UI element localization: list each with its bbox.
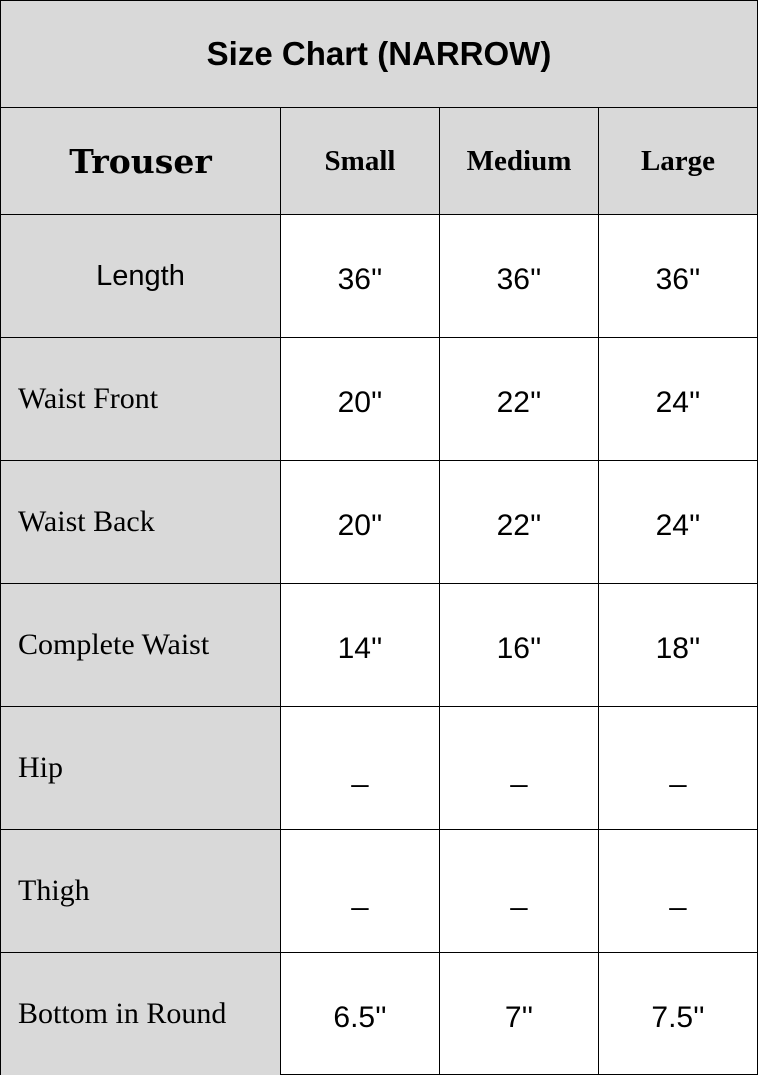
value-small: _ [281, 707, 440, 829]
value-large: _ [669, 878, 687, 911]
value-medium: 22'' [440, 338, 599, 460]
header-size-large: Large [599, 108, 757, 214]
value-small: 20'' [281, 461, 440, 583]
value-medium: 36'' [440, 215, 599, 337]
value-large: 24'' [655, 509, 701, 542]
row-label: Waist Back [1, 461, 281, 583]
table-row: Waist Front 20'' 22'' 24'' [1, 338, 757, 461]
value-large: _ [669, 755, 687, 788]
value-medium: 16'' [440, 584, 599, 706]
table-row: Waist Back 20'' 22'' 24'' [1, 461, 757, 584]
table-row: Bottom in Round 6.5'' 7'' 7.5'' [1, 953, 757, 1075]
value-small: 20'' [281, 338, 440, 460]
row-label: Complete Waist [1, 584, 281, 706]
value-medium: _ [440, 830, 599, 952]
header-size-small: Small [281, 108, 440, 214]
value-large: 36'' [655, 263, 701, 296]
table-row: Thigh _ _ _ [1, 830, 757, 953]
value-small: 36'' [281, 215, 440, 337]
value-medium: 22'' [440, 461, 599, 583]
value-medium: _ [440, 707, 599, 829]
header-row: Trouser Small Medium Large [1, 108, 757, 215]
table-row: Complete Waist 14'' 16'' 18'' [1, 584, 757, 707]
value-medium: 7'' [440, 953, 599, 1075]
value-small: 6.5'' [281, 953, 440, 1075]
value-large: 24'' [655, 386, 701, 419]
value-large: 18'' [655, 632, 701, 665]
row-label: Hip [1, 707, 281, 829]
header-category: Trouser [1, 108, 281, 214]
table-row: Length 36'' 36'' 36'' [1, 215, 757, 338]
table-title: Size Chart (NARROW) [1, 1, 757, 108]
value-small: _ [281, 830, 440, 952]
table-row: Hip _ _ _ [1, 707, 757, 830]
value-small: 14'' [281, 584, 440, 706]
value-large: 7.5'' [651, 1001, 705, 1034]
row-label: Thigh [1, 830, 281, 952]
row-label: Waist Front [1, 338, 281, 460]
row-label: Bottom in Round [1, 953, 281, 1075]
row-label: Length [1, 215, 281, 337]
header-size-medium: Medium [440, 108, 599, 214]
